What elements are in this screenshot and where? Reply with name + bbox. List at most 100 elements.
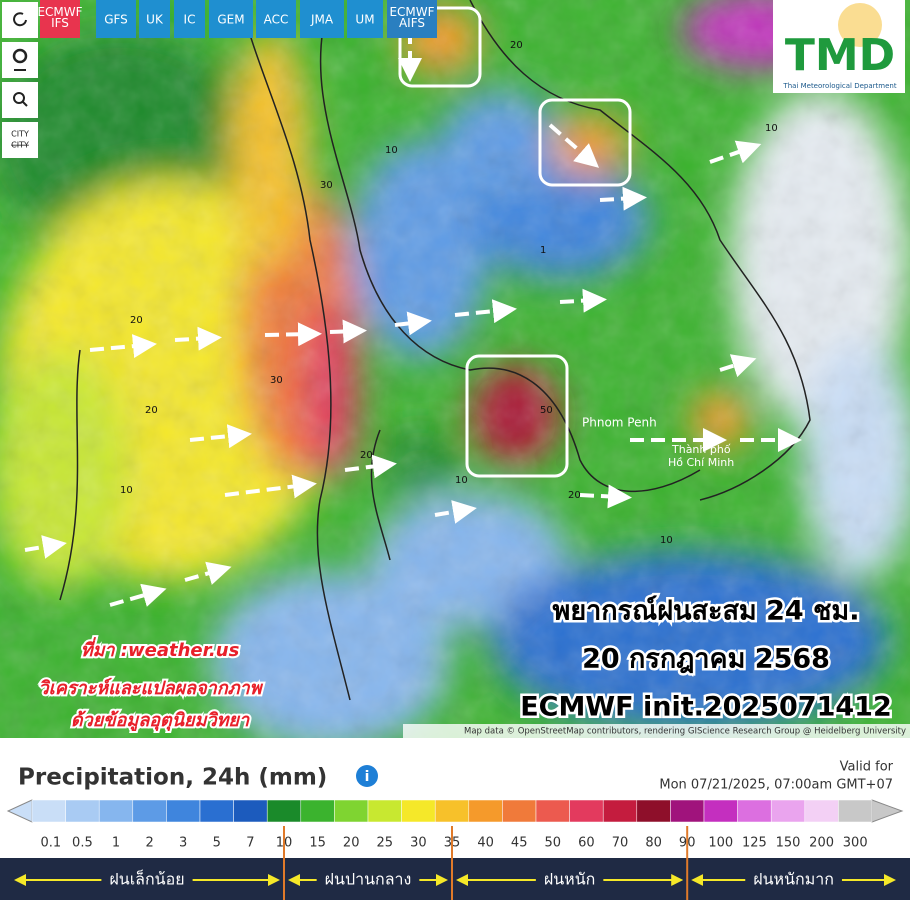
contour-label: 10	[120, 485, 133, 496]
scale-cell	[434, 799, 470, 823]
logo-sun	[838, 3, 882, 47]
info-icon[interactable]	[356, 765, 378, 787]
contour-label: 50	[540, 405, 553, 416]
city-label: CITY	[11, 130, 29, 139]
zoom-button[interactable]	[2, 82, 38, 118]
scale-cell	[166, 799, 201, 823]
scale-label: 25	[377, 836, 394, 851]
scale-cell	[602, 799, 638, 823]
contour-label: 10	[455, 475, 468, 486]
model-label: GFS	[104, 13, 128, 27]
model-label: UM	[355, 13, 374, 27]
scale-label: 80	[645, 836, 662, 851]
refresh-button[interactable]	[2, 2, 38, 38]
model-button[interactable]	[209, 0, 253, 38]
credit-line: ด้วยข้อมูลอุตุนิยมวิทยา	[71, 710, 250, 732]
scale-cell	[703, 799, 738, 823]
scale-label: 2	[145, 836, 153, 851]
scale-label: 60	[578, 836, 595, 851]
scale-cell	[535, 799, 570, 823]
texture	[0, 0, 910, 738]
sidebar: CITY CITY	[2, 2, 38, 158]
valid-time: Mon 07/21/2025, 07:00am GMT+07	[659, 778, 893, 793]
place-label: Hồ Chí Minh	[668, 456, 734, 469]
class-label: ฝนหนักมาก	[753, 870, 834, 889]
scale-cell	[770, 799, 806, 823]
scale-label: 15	[309, 836, 326, 851]
attribution-bg	[403, 724, 910, 738]
model-button[interactable]	[174, 0, 205, 38]
contour-label: 20	[510, 40, 523, 51]
scale-label: 1	[112, 836, 120, 851]
overlay-title: พยากรณ์ฝนสะสม 24 ชม.	[553, 595, 860, 627]
scale-label: 100	[708, 836, 733, 851]
city-button[interactable]	[2, 122, 38, 158]
scale-label: 40	[477, 836, 494, 851]
contour-label: 30	[320, 180, 333, 191]
class-label: ฝนหนัก	[544, 870, 595, 889]
class-label: ฝนเล็กน้อย	[109, 869, 184, 889]
model-button[interactable]	[96, 0, 136, 38]
scale-label: 70	[612, 836, 629, 851]
logo: TMD Thai Meteorological Department	[773, 0, 905, 93]
overlay-date: 20 กรกฎาคม 2568	[582, 644, 830, 675]
zoom-icon	[13, 92, 25, 104]
contour-label: 20	[568, 490, 581, 501]
scale-label: 20	[343, 836, 360, 851]
model-button[interactable]	[300, 0, 344, 38]
scale-label: 200	[809, 836, 834, 851]
scale-label: 150	[776, 836, 801, 851]
scale-label: 0.1	[40, 836, 61, 851]
scale-cell	[737, 799, 772, 823]
scale-cell	[199, 799, 234, 823]
scale-cell	[300, 799, 335, 823]
legend-classes: ฝนเล็กน้อย ฝนปานกลาง ฝนหนัก ฝนหนักมาก	[14, 826, 896, 900]
scale-label: 30	[410, 836, 427, 851]
scale-cell	[401, 799, 436, 823]
highlight-box	[538, 98, 632, 187]
valid-label: Valid for	[840, 760, 894, 775]
contour-label: 30	[270, 375, 283, 386]
model-button[interactable]	[139, 0, 170, 38]
scale-cell	[502, 799, 537, 823]
scale-cell	[838, 799, 873, 823]
model-label: UK	[146, 13, 164, 27]
class-label: ฝนปานกลาง	[325, 870, 412, 889]
model-label: ECMWF AIFS	[389, 5, 434, 30]
scale-label: 5	[213, 836, 221, 851]
scale-cell	[636, 799, 671, 823]
scale-cell	[569, 799, 604, 823]
model-label: JMA	[310, 13, 334, 27]
model-label: ECMWF IFS	[37, 5, 82, 30]
scale-label: 50	[545, 836, 562, 851]
scale-cell	[266, 799, 302, 823]
model-button[interactable]	[256, 0, 296, 38]
refresh-icon	[13, 12, 27, 27]
highlight-boxes	[398, 6, 632, 478]
scale-cell	[468, 799, 503, 823]
scale-cell	[65, 799, 100, 823]
map: 20 30 30 20 10 10 20 10 50 10 20 10 20 1…	[0, 0, 910, 738]
highlight-box	[465, 354, 569, 478]
model-button[interactable]	[347, 0, 383, 38]
scale-cell	[334, 799, 369, 823]
locate-button[interactable]	[2, 42, 38, 78]
contour-label: 20	[145, 405, 158, 416]
contour-label: 10	[660, 535, 673, 546]
scale-cell	[670, 799, 705, 823]
zoom-handle	[22, 101, 28, 107]
credit-line: วิเคราะห์และแปลผลจากภาพ	[39, 677, 264, 699]
contour-label: 20	[130, 315, 143, 326]
pin-icon	[12, 48, 28, 64]
scale-arrow-left	[6, 799, 33, 823]
scale-cell	[804, 799, 839, 823]
highlight-box	[398, 6, 482, 88]
place-label: Phnom Penh	[582, 416, 657, 430]
scale-label: 45	[511, 836, 528, 851]
model-button[interactable]	[387, 0, 437, 38]
scale-label: 7	[246, 836, 254, 851]
toolbar: ECMWF IFS GFS UK IC GEM ACC JMA UM ECMWF AIFS	[37, 0, 437, 38]
model-button[interactable]	[40, 0, 80, 38]
scale-cell	[132, 799, 167, 823]
